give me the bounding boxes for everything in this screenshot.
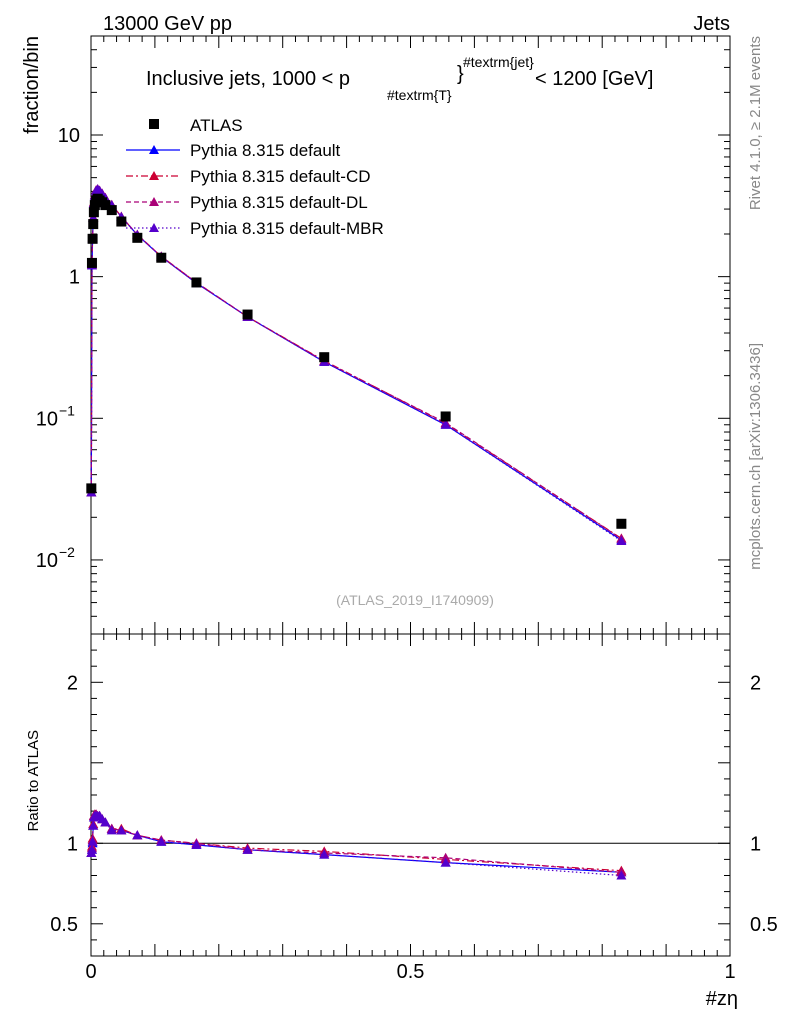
data-point (156, 252, 167, 263)
ratio-marker (106, 825, 117, 835)
legend-label: Pythia 8.315 default-MBR (190, 219, 384, 238)
data-point (616, 518, 627, 529)
series-marker (440, 419, 451, 429)
ratio-tick-label: 0.5 (50, 914, 78, 936)
y-axis-label: fraction/bin (21, 36, 43, 134)
ratio-marker (100, 817, 111, 827)
legend-label: Pythia 8.315 default-DL (190, 193, 368, 212)
y-tick-exponent: −2 (59, 544, 75, 560)
x-tick-label: 0.5 (397, 961, 425, 983)
main-frame (90, 35, 731, 635)
legend-marker (149, 171, 159, 180)
title-superscript: #textrm{jet} (463, 54, 534, 70)
ratio-tick-label-right: 0.5 (750, 914, 778, 936)
main-series (86, 184, 627, 546)
title-main: Inclusive jets, 1000 < p (146, 68, 350, 90)
y-tick-label: 10 (58, 125, 80, 147)
y-tick-base: 10 (58, 125, 80, 147)
legend: ATLAS Pythia 8.315 default Pythia 8.315 de… (126, 116, 384, 238)
y-tick-label: 10 −2 (36, 544, 75, 572)
legend-marker (149, 197, 159, 206)
x-tick-label: 0 (85, 961, 96, 983)
legend-label: Pythia 8.315 default-CD (190, 167, 371, 186)
data-point (319, 352, 330, 363)
data-point (116, 216, 127, 227)
y-tick-base: 1 (69, 267, 80, 289)
data-point (86, 483, 97, 494)
mcplots-caption: mcplots.cern.ch [arXiv:1306.3436] (747, 343, 764, 570)
title-tail: < 1200 [GeV] (535, 68, 653, 90)
title-subscript: #textrm{T} (387, 87, 452, 103)
y-tick-label: 10 −1 (36, 402, 75, 430)
x-tick-label: 1 (724, 961, 735, 983)
ratio-tick-label: 1 (67, 833, 78, 855)
ratio-marker (116, 825, 127, 835)
data-point (87, 233, 98, 244)
data-point (242, 309, 253, 320)
rivet-caption: Rivet 4.1.0, ≥ 2.1M events (747, 36, 764, 210)
ratio-marker (242, 844, 253, 854)
data-point (440, 411, 451, 422)
ratio-tick-label-right: 2 (750, 672, 761, 694)
legend-marker (149, 223, 159, 232)
y-tick-base: 10 (36, 408, 58, 430)
ratio-axis-label: Ratio to ATLAS (25, 730, 42, 831)
ratio-marker (440, 852, 451, 862)
series-marker (616, 536, 627, 546)
ratio-series (86, 809, 627, 880)
series-line (90, 188, 622, 540)
legend-data-marker (149, 119, 159, 129)
legend-data-label: ATLAS (190, 116, 243, 135)
ratio-marker (88, 820, 99, 830)
legend-label: Pythia 8.315 default (190, 141, 341, 160)
title-brace: } (457, 63, 464, 85)
x-axis-label: #zη (706, 988, 738, 1010)
ratio-marker (319, 849, 330, 859)
chart-title: Inclusive jets, 1000 < p #textrm{T} } #t… (146, 54, 653, 103)
ratio-marker (440, 857, 451, 867)
ratio-marker (156, 836, 167, 846)
ratio-marker (191, 839, 202, 849)
ratio-line (90, 815, 622, 873)
legend-marker (149, 145, 159, 154)
process-label: Jets (693, 13, 730, 35)
energy-label: 13000 GeV pp (103, 13, 232, 35)
ratio-tick-label: 2 (67, 672, 78, 694)
ratio-marker (132, 830, 143, 840)
ratio-frame (90, 633, 731, 957)
y-tick-label: 1 (69, 267, 80, 289)
series-line (90, 188, 622, 541)
ratio-axes: 0 0.5 1 2 2 1 1 0.5 0.5 (50, 633, 778, 983)
y-tick-base: 10 (36, 550, 58, 572)
data-point (86, 257, 97, 268)
ratio-line (90, 815, 622, 877)
data-point (100, 200, 111, 211)
data-point (88, 219, 99, 230)
ratio-marker (87, 836, 98, 846)
data-point (106, 205, 117, 216)
ratio-marker (86, 844, 97, 854)
analysis-watermark: (ATLAS_2019_I1740909) (336, 592, 494, 608)
data-point (132, 232, 143, 243)
y-tick-exponent: −1 (59, 402, 75, 418)
ratio-tick-label-right: 1 (750, 833, 761, 855)
data-point (191, 277, 202, 288)
data-point (88, 207, 99, 218)
ratio-marker (616, 870, 627, 880)
